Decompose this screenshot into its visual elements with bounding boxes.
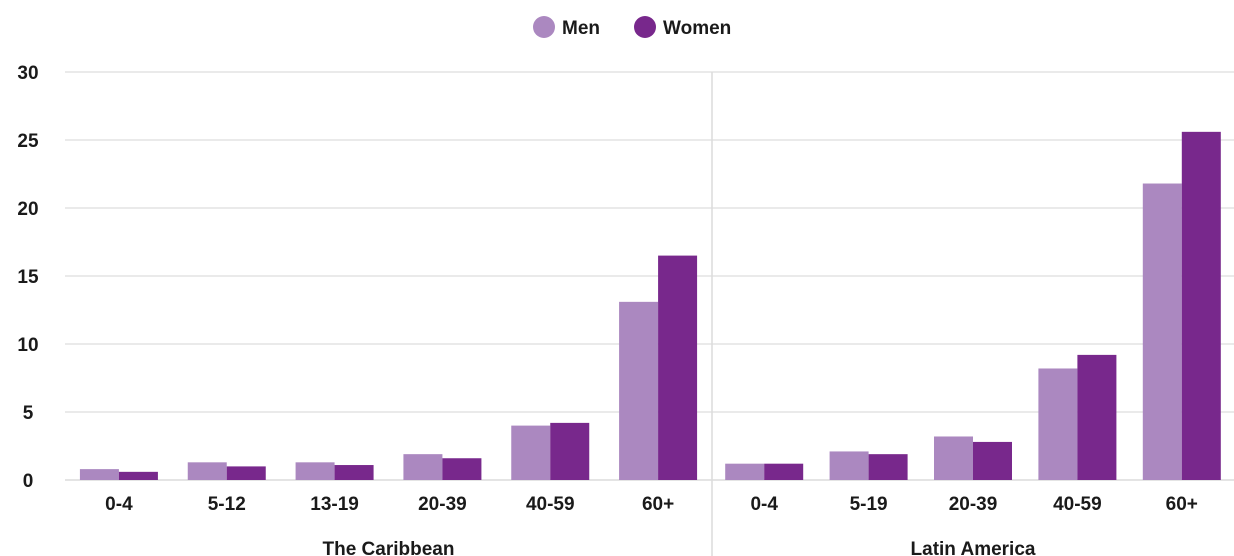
x-tick-label: 60+ [1166,494,1198,515]
bar-women-20-39 [442,458,482,480]
bar-men-5-12 [187,462,227,480]
x-tick-label: 0-4 [105,494,133,515]
legend-marker-women [634,16,656,38]
legend: Men Women [533,16,731,39]
y-tick-label: 25 [17,131,39,152]
bars [79,131,1221,480]
legend-marker-men [533,16,555,38]
bar-men-20-39 [934,436,973,480]
y-tick-label: 10 [17,335,38,356]
x-tick-label: 60+ [642,494,674,515]
bar-women-13-19 [334,465,374,480]
bar-men-13-19 [295,462,335,480]
y-tick-label: 5 [23,403,34,424]
y-tick-label: 30 [17,63,38,84]
legend-label-women: Women [663,18,731,39]
bar-men-40-59 [511,425,551,480]
group-label: Latin America [911,539,1036,556]
bar-women-60+ [1181,131,1221,480]
x-tick-label: 20-39 [949,494,998,515]
legend-label-men: Men [562,18,600,39]
x-tick-label: 5-12 [208,494,246,515]
bar-men-20-39 [403,454,443,480]
bar-men-5-19 [829,451,869,480]
x-tick-label: 0-4 [750,494,778,515]
bar-men-0-4 [79,469,119,480]
bar-women-0-4 [118,471,158,480]
bar-women-40-59 [1077,354,1117,480]
bar-men-60+ [619,301,659,480]
bar-men-0-4 [725,463,765,480]
x-tick-label: 5-19 [850,494,888,515]
bar-women-60+ [658,255,698,480]
y-tick-label: 15 [17,267,39,288]
y-tick-label: 20 [17,199,38,220]
bar-women-5-19 [868,454,908,480]
group-label: The Caribbean [323,539,455,556]
bar-men-60+ [1142,183,1182,480]
bar-men-40-59 [1038,368,1078,480]
bar-women-20-39 [973,441,1012,480]
x-tick-label: 20-39 [418,494,467,515]
x-tick-label: 13-19 [310,494,359,515]
y-tick-label: 0 [23,471,34,492]
x-axis: 0-4 5-12 13-19 20-39 40-59 60+ The Caribbean 0-… [105,494,1198,556]
bar-women-5-12 [226,466,266,480]
y-axis: 0 5 10 15 20 25 30 [17,63,39,492]
x-tick-label: 40-59 [526,494,575,515]
x-tick-label: 40-59 [1053,494,1102,515]
bar-women-0-4 [764,463,804,480]
bar-women-40-59 [550,422,590,480]
